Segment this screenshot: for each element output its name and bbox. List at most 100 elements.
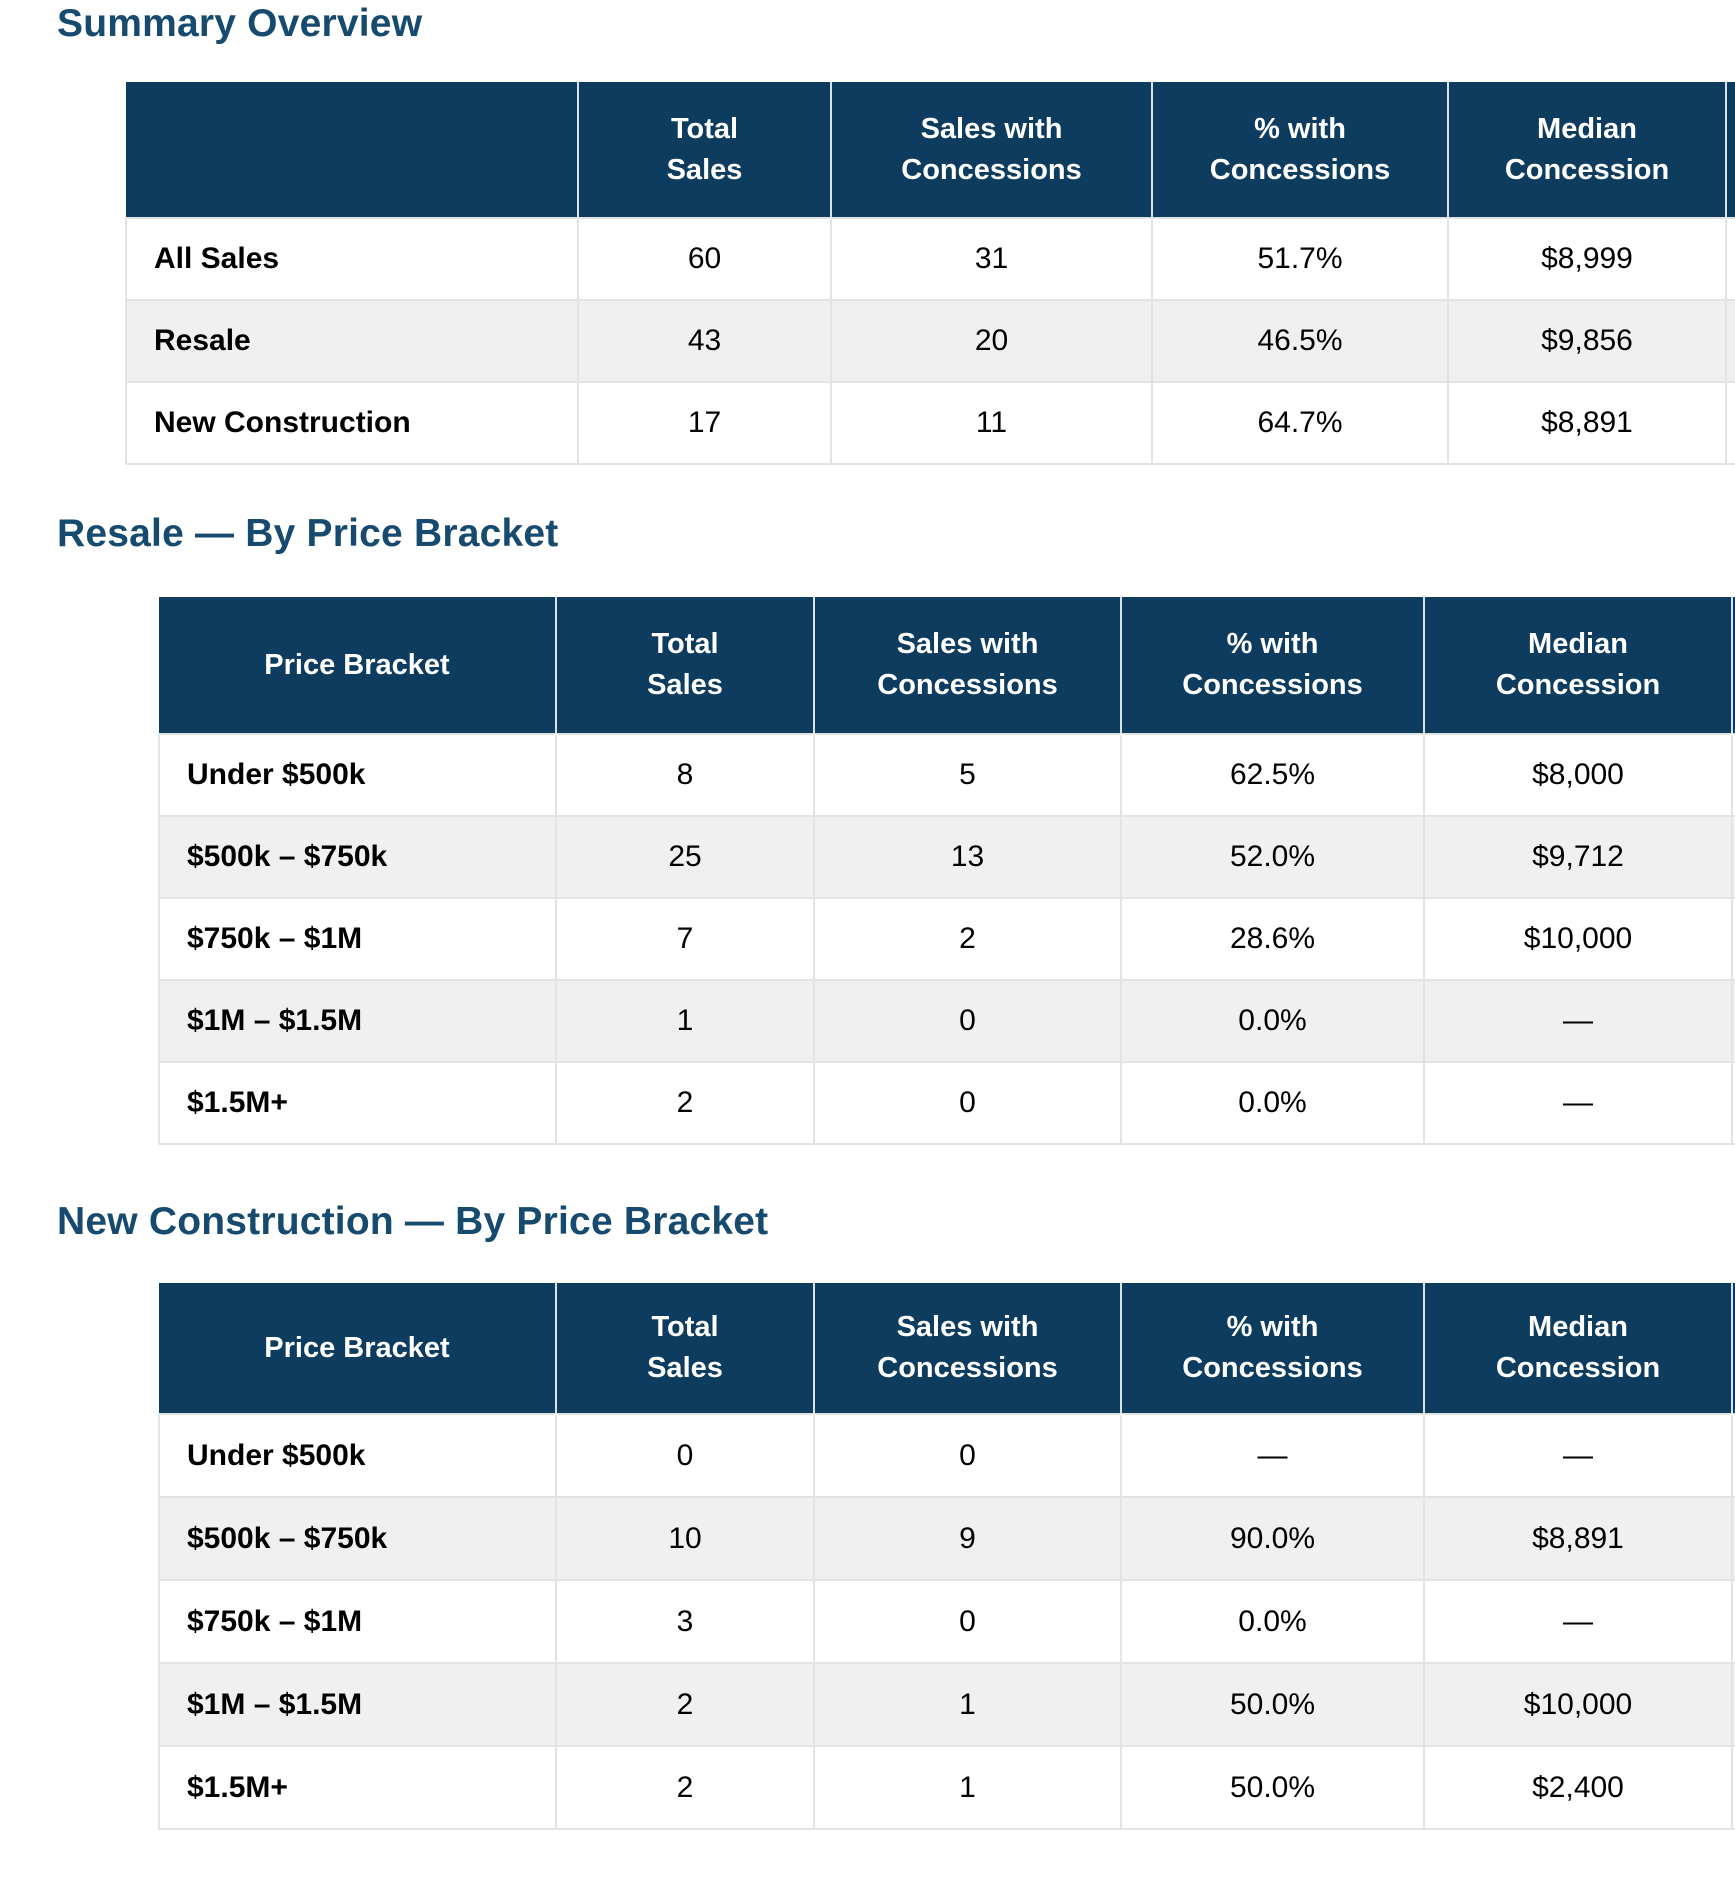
row-label-cell: $1.5M+ [158,1061,556,1144]
resale-by-price-bracket-table-wrap: Price Bracket Total Sales Sales with Con… [158,597,1735,1145]
clipped-cell [1725,381,1735,464]
row-label-cell: $500k – $750k [158,1496,556,1580]
header-cell-price-bracket: Price Bracket [159,597,556,734]
value-cell-median-concession: — [1423,1413,1732,1497]
clipped-cell [1731,815,1735,898]
summary-overview-table: Total Sales Sales with Concessions % wit… [125,82,1735,465]
value-cell-sales-with-concessions: 0 [813,1061,1121,1144]
table-row-500k-750k: $500k – $750k 25 13 52.0% $9,712 [158,815,1735,898]
header-cell-median-concession: Median Concession [1423,597,1732,734]
table-header-row: Total Sales Sales with Concessions % wit… [126,82,1735,218]
value-cell-median-concession: $8,000 [1423,733,1732,816]
clipped-cell [1731,733,1735,816]
value-cell-sales-with-concessions: 5 [813,733,1121,816]
header-cell-total-sales: Total Sales [555,1283,814,1414]
header-cell-row-label [126,82,578,218]
value-cell-sales-with-concessions: 11 [830,381,1152,464]
clipped-cell [1725,217,1735,300]
header-cell-median-concession: Median Concession [1423,1283,1732,1414]
value-cell-total-sales: 2 [555,1061,814,1144]
value-cell-pct-with-concessions: 28.6% [1120,897,1424,980]
header-cell-total-sales: Total Sales [577,82,831,218]
header-cell-pct-with-concessions: % with Concessions [1120,597,1424,734]
value-cell-pct-with-concessions: 50.0% [1120,1662,1424,1746]
value-cell-pct-with-concessions: 62.5% [1120,733,1424,816]
clipped-cell [1731,897,1735,980]
value-cell-total-sales: 17 [577,381,831,464]
value-cell-median-concession: $8,999 [1447,217,1726,300]
table-row-new-construction: New Construction 17 11 64.7% $8,891 [125,381,1735,464]
table-row-750k-1m: $750k – $1M 3 0 0.0% — [158,1579,1735,1663]
header-cell-clipped [1731,1283,1735,1414]
table-header-row: Price Bracket Total Sales Sales with Con… [159,1283,1735,1414]
clipped-cell [1725,299,1735,382]
header-cell-median-concession: Median Concession [1447,82,1726,218]
row-label-cell: $750k – $1M [158,1579,556,1663]
value-cell-sales-with-concessions: 9 [813,1496,1121,1580]
value-cell-total-sales: 8 [555,733,814,816]
row-label-cell: $1M – $1.5M [158,979,556,1062]
value-cell-median-concession: $2,400 [1423,1745,1732,1829]
summary-overview-table-wrap: Total Sales Sales with Concessions % wit… [125,82,1735,465]
header-cell-price-bracket: Price Bracket [159,1283,556,1414]
header-cell-total-sales: Total Sales [555,597,814,734]
value-cell-total-sales: 3 [555,1579,814,1663]
value-cell-median-concession: $10,000 [1423,897,1732,980]
value-cell-pct-with-concessions: 90.0% [1120,1496,1424,1580]
value-cell-pct-with-concessions: 0.0% [1120,1061,1424,1144]
value-cell-total-sales: 0 [555,1413,814,1497]
row-label-cell: Resale [125,299,578,382]
section-title-summary-overview: Summary Overview [57,2,423,45]
value-cell-median-concession: $9,856 [1447,299,1726,382]
new-construction-by-price-bracket-table-wrap: Price Bracket Total Sales Sales with Con… [158,1283,1735,1830]
row-label-cell: All Sales [125,217,578,300]
clipped-cell [1731,1413,1735,1497]
row-label-cell: Under $500k [158,1413,556,1497]
table-header-row: Price Bracket Total Sales Sales with Con… [159,597,1735,734]
clipped-cell [1731,1496,1735,1580]
value-cell-sales-with-concessions: 0 [813,1413,1121,1497]
clipped-cell [1731,1579,1735,1663]
new-construction-by-price-bracket-table: Price Bracket Total Sales Sales with Con… [158,1283,1735,1830]
value-cell-total-sales: 43 [577,299,831,382]
value-cell-pct-with-concessions: 46.5% [1151,299,1448,382]
value-cell-median-concession: $9,712 [1423,815,1732,898]
value-cell-sales-with-concessions: 1 [813,1745,1121,1829]
value-cell-total-sales: 2 [555,1662,814,1746]
table-row-750k-1m: $750k – $1M 7 2 28.6% $10,000 [158,897,1735,980]
row-label-cell: New Construction [125,381,578,464]
value-cell-pct-with-concessions: 0.0% [1120,979,1424,1062]
header-cell-pct-with-concessions: % with Concessions [1120,1283,1424,1414]
value-cell-pct-with-concessions: 50.0% [1120,1745,1424,1829]
header-cell-sales-with-concessions: Sales with Concessions [830,82,1152,218]
row-label-cell: Under $500k [158,733,556,816]
header-cell-sales-with-concessions: Sales with Concessions [813,597,1121,734]
value-cell-sales-with-concessions: 0 [813,979,1121,1062]
value-cell-median-concession: $8,891 [1447,381,1726,464]
row-label-cell: $750k – $1M [158,897,556,980]
table-row-1m-1point5m: $1M – $1.5M 2 1 50.0% $10,000 [158,1662,1735,1746]
value-cell-pct-with-concessions: 52.0% [1120,815,1424,898]
value-cell-total-sales: 10 [555,1496,814,1580]
value-cell-median-concession: $10,000 [1423,1662,1732,1746]
table-row-under-500k: Under $500k 0 0 — — [158,1413,1735,1497]
value-cell-total-sales: 7 [555,897,814,980]
clipped-cell [1731,979,1735,1062]
value-cell-pct-with-concessions: 64.7% [1151,381,1448,464]
value-cell-median-concession: $8,891 [1423,1496,1732,1580]
value-cell-median-concession: — [1423,979,1732,1062]
value-cell-sales-with-concessions: 1 [813,1662,1121,1746]
value-cell-sales-with-concessions: 13 [813,815,1121,898]
value-cell-total-sales: 25 [555,815,814,898]
header-cell-sales-with-concessions: Sales with Concessions [813,1283,1121,1414]
table-row-resale: Resale 43 20 46.5% $9,856 [125,299,1735,382]
value-cell-total-sales: 2 [555,1745,814,1829]
value-cell-total-sales: 1 [555,979,814,1062]
section-title-resale-by-price-bracket: Resale — By Price Bracket [57,512,559,555]
value-cell-median-concession: — [1423,1579,1732,1663]
value-cell-sales-with-concessions: 20 [830,299,1152,382]
header-cell-clipped [1731,597,1735,734]
value-cell-sales-with-concessions: 0 [813,1579,1121,1663]
header-cell-clipped [1725,82,1735,218]
row-label-cell: $500k – $750k [158,815,556,898]
